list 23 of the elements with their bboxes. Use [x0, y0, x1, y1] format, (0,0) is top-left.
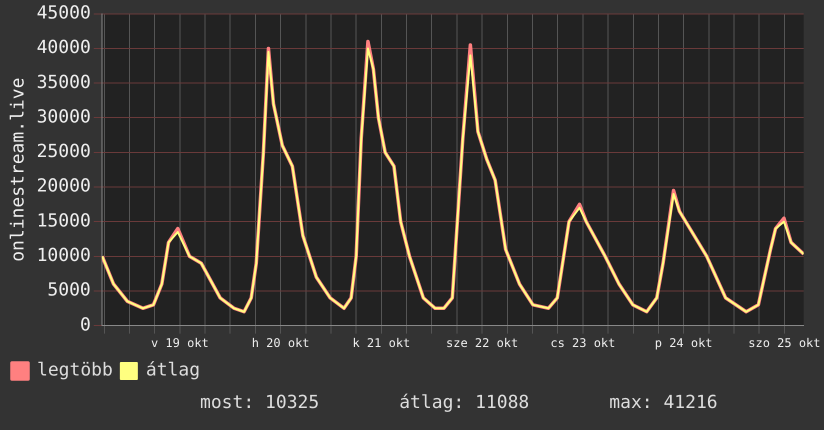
y-axis-title: onlinestream.live	[7, 78, 28, 262]
y-tick-label: 30000	[36, 106, 91, 128]
legend-label: átlag	[146, 360, 200, 381]
y-tick-label: 45000	[36, 2, 91, 24]
x-tick-label: k 21 okt	[352, 336, 410, 350]
x-tick-label: v 19 okt	[150, 336, 209, 350]
x-tick-label: p 24 okt	[654, 336, 713, 350]
text: most: 10325	[200, 392, 320, 413]
y-tick-label: 15000	[36, 210, 91, 232]
x-tick-label: sze 22 okt	[446, 336, 518, 350]
y-tick-label: 35000	[36, 72, 91, 93]
y-tick-label: 25000	[36, 141, 91, 162]
y-tick-label: 10000	[36, 244, 91, 266]
x-tick-label: cs 23 okt	[550, 336, 616, 350]
legend-label: legtöbb	[37, 360, 113, 381]
x-tick-label: szo 25 okt	[748, 336, 821, 350]
y-tick-label: 0	[80, 314, 91, 336]
y-tick-label: 5000	[47, 280, 91, 301]
y-tick-label: 40000	[36, 37, 91, 58]
x-tick-label: h 20 okt	[252, 336, 310, 350]
y-tick-label: 20000	[36, 176, 91, 197]
text: max: 41216	[609, 392, 718, 413]
text: átlag: 11088	[399, 392, 530, 413]
